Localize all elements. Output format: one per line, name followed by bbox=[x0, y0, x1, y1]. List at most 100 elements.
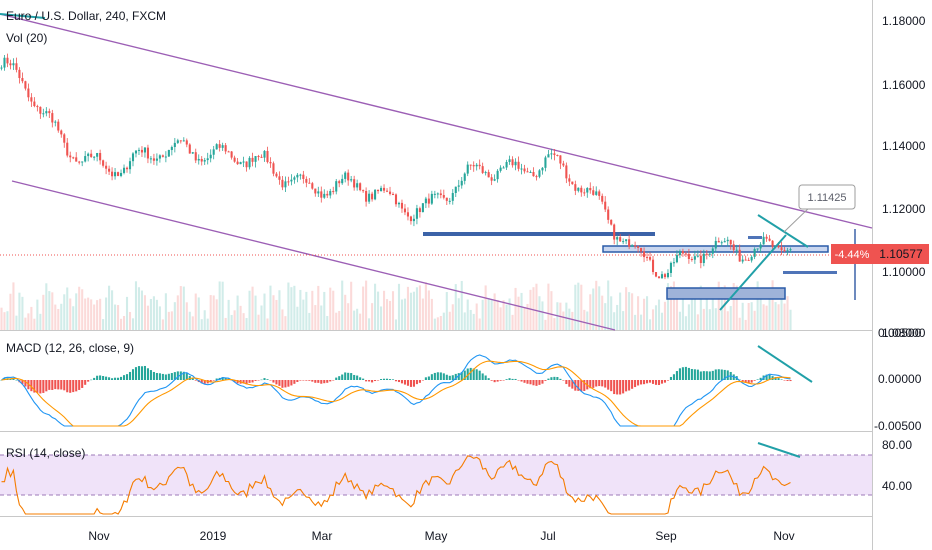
volume-bar bbox=[622, 311, 625, 330]
zone-tiny bbox=[748, 236, 762, 239]
macd-hist-bar bbox=[131, 369, 135, 380]
macd-hist-bar bbox=[711, 370, 714, 380]
volume-bar bbox=[409, 292, 412, 330]
candle-body bbox=[481, 166, 484, 173]
volume-bar bbox=[33, 318, 36, 330]
macd-hist-bar bbox=[236, 380, 239, 384]
candle-body bbox=[568, 178, 571, 182]
volume-bar bbox=[511, 314, 514, 330]
macd-hist-bar bbox=[445, 374, 448, 380]
volume-bar bbox=[39, 313, 42, 330]
volume-bar bbox=[305, 291, 308, 330]
candle-body bbox=[583, 192, 586, 194]
volume-bar bbox=[529, 289, 532, 330]
macd-hist-bar bbox=[388, 379, 392, 380]
volume-bar bbox=[269, 285, 272, 330]
volume-bar bbox=[266, 318, 269, 330]
volume-bar bbox=[338, 310, 341, 330]
volume-bar bbox=[236, 295, 239, 330]
macd-hist-bar bbox=[517, 380, 520, 381]
candle-body bbox=[374, 189, 377, 200]
candle-body bbox=[149, 158, 152, 160]
candle-body bbox=[27, 88, 30, 98]
macd-hist-bar bbox=[21, 380, 24, 385]
candle-body bbox=[236, 161, 239, 165]
candle-body bbox=[323, 193, 326, 198]
candle-body bbox=[102, 160, 105, 166]
volume-bar bbox=[646, 296, 649, 330]
macd-hist-bar bbox=[119, 376, 123, 380]
candle-body bbox=[308, 182, 311, 184]
candle-body bbox=[517, 161, 520, 169]
volume-bar bbox=[643, 298, 646, 330]
candle-body bbox=[412, 218, 415, 222]
macd-divergence-line[interactable] bbox=[757, 345, 813, 383]
candle-body bbox=[272, 163, 275, 174]
volume-bar bbox=[505, 304, 508, 330]
volume-bar bbox=[179, 286, 182, 330]
candle-body bbox=[520, 168, 523, 170]
volume-bar bbox=[182, 286, 185, 330]
candle-body bbox=[21, 78, 24, 82]
candle-body bbox=[39, 106, 42, 114]
volume-bar bbox=[54, 304, 57, 330]
macd-hist-bar bbox=[251, 380, 254, 383]
macd-hist-bar bbox=[684, 366, 687, 380]
price-tick: 1.12000 bbox=[882, 202, 926, 216]
rsi-divergence-line[interactable] bbox=[757, 442, 801, 458]
macd-hist-bar bbox=[657, 380, 661, 386]
volume-bar bbox=[203, 310, 206, 330]
candle-body bbox=[350, 179, 353, 181]
candle-body bbox=[188, 144, 191, 154]
macd-hist-bar bbox=[99, 375, 102, 380]
volume-bar bbox=[777, 304, 780, 330]
candle-body bbox=[296, 174, 299, 178]
price-callout[interactable]: 1.11425 bbox=[798, 184, 856, 210]
candle-body bbox=[496, 170, 499, 180]
candle-body bbox=[302, 174, 305, 179]
candle-body bbox=[182, 140, 185, 142]
candle-body bbox=[451, 192, 454, 201]
macd-hist-bar bbox=[705, 371, 708, 380]
macd-hist-bar bbox=[738, 379, 741, 381]
candle-body bbox=[191, 152, 194, 154]
volume-bar bbox=[200, 319, 203, 330]
drawings[interactable] bbox=[0, 13, 856, 311]
macd-hist-bar bbox=[514, 378, 517, 380]
macd-hist-bar bbox=[759, 377, 762, 380]
candle-body bbox=[634, 245, 637, 247]
candle-body bbox=[789, 249, 792, 251]
macd-hist-bar bbox=[122, 375, 126, 380]
volume-bars bbox=[0, 280, 792, 330]
trend-channel[interactable] bbox=[0, 13, 873, 331]
candle-body bbox=[726, 239, 729, 242]
macd-hist-bar bbox=[505, 379, 508, 380]
volume-bar bbox=[374, 283, 377, 330]
macd-hist-bar bbox=[433, 372, 436, 380]
volume-bar bbox=[335, 312, 338, 330]
volume-bar bbox=[239, 305, 242, 330]
rsi-line bbox=[1, 455, 791, 515]
candle-body bbox=[170, 147, 173, 151]
candle-body bbox=[631, 245, 634, 247]
candle-body bbox=[388, 191, 392, 194]
callout-label: 1.11425 bbox=[808, 192, 847, 204]
macd-hist-bar bbox=[350, 373, 353, 380]
volume-bar bbox=[131, 318, 135, 330]
candle-body bbox=[514, 161, 517, 166]
candle-body bbox=[598, 191, 601, 196]
candle-body bbox=[765, 236, 768, 239]
volume-bar bbox=[472, 313, 475, 330]
macd-hist-bar bbox=[559, 378, 562, 380]
candle-body bbox=[562, 163, 565, 166]
candle-body bbox=[254, 156, 257, 162]
volume-bar bbox=[197, 297, 200, 330]
macd-hist-bar bbox=[269, 380, 272, 381]
macd-hist-bar bbox=[266, 379, 269, 380]
macd-hist-bar bbox=[493, 380, 496, 383]
macd-hist-bar bbox=[568, 380, 571, 387]
volume-bar bbox=[687, 304, 690, 330]
macd-hist-bar bbox=[475, 369, 478, 380]
candle-body bbox=[415, 208, 418, 219]
